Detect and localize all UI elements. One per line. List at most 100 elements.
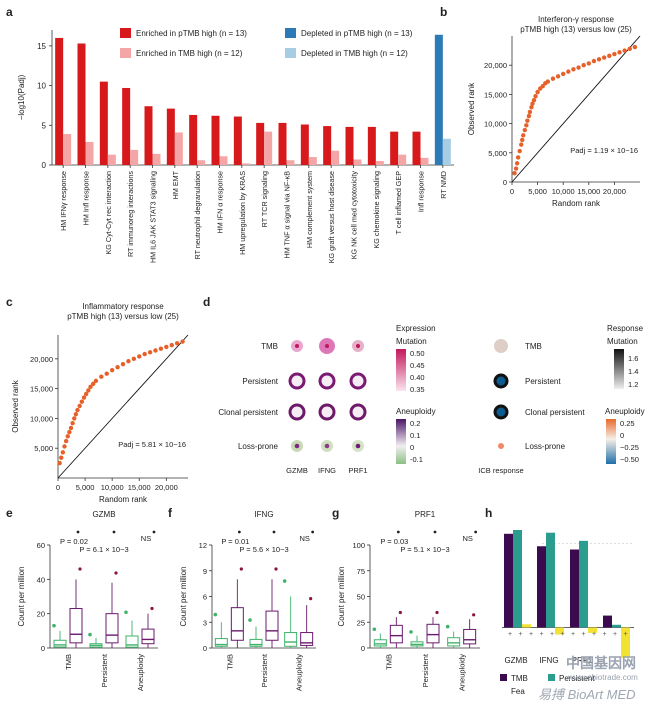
b-data-point — [525, 118, 530, 123]
f-significance-marker — [237, 530, 241, 534]
a-category-label: KG NK cell med cytotoxicity — [350, 171, 359, 260]
b-y-tick-label: 15,000 — [484, 90, 507, 99]
h-bar — [570, 549, 579, 628]
h-bar — [522, 624, 531, 628]
h-sign: + — [508, 631, 512, 638]
g-y-tick-label: 0 — [361, 644, 365, 653]
a-bar-tmb — [286, 160, 295, 165]
a-bar-tmb — [398, 154, 407, 165]
c-data-point — [57, 460, 62, 466]
f-box — [230, 607, 244, 641]
panel-letter-e: e — [6, 506, 13, 520]
g-significance-marker — [396, 530, 400, 534]
f-y-tick-label: 0 — [203, 644, 207, 653]
a-bar-tmb — [85, 141, 94, 165]
b-x-tick-label: 0 — [510, 187, 514, 196]
h-bar — [504, 533, 513, 628]
e-outlier — [114, 571, 118, 575]
g-y-tick-label: 75 — [357, 567, 365, 576]
h-sign: + — [613, 631, 617, 638]
d-dot — [288, 403, 306, 421]
c-data-point — [72, 416, 77, 421]
a-bar-tmb — [264, 131, 273, 165]
a-legend-label: Enriched in pTMB high (n = 13) — [136, 29, 247, 38]
c-padj-annotation: Padj = 5.81 × 10−16 — [118, 440, 186, 449]
d-right-col-label: ICB response — [478, 466, 523, 475]
e-y-tick-label: 60 — [37, 541, 45, 550]
a-y-tick-label: 5 — [42, 121, 47, 130]
h-sign: + — [623, 631, 627, 638]
h-bar — [621, 627, 630, 658]
c-data-point — [169, 342, 174, 348]
b-data-point — [622, 48, 627, 53]
d-right-legend-tick: 0 — [620, 431, 624, 440]
d-dot — [288, 372, 306, 390]
a-bar-ptmb — [412, 131, 421, 165]
e-stat-label: P = 6.1 × 10−3 — [79, 545, 128, 554]
e-category-label: TMB — [64, 654, 73, 670]
a-bar-tmb — [331, 150, 340, 165]
a-bar-tmb — [353, 159, 362, 165]
a-category-label: HM IFNγ response — [59, 171, 68, 231]
d-response-dot — [493, 404, 509, 420]
b-y-tick-label: 5,000 — [488, 149, 507, 158]
e-outlier — [78, 567, 82, 571]
g-y-axis-label: Count per million — [337, 566, 346, 626]
c-data-point — [60, 450, 66, 455]
a-category-label: HM EMT — [171, 170, 180, 199]
a-legend-swatch — [285, 48, 296, 58]
f-y-tick-label: 3 — [203, 618, 207, 627]
d-dot-center — [295, 344, 299, 348]
f-outlier — [248, 618, 252, 622]
a-category-label: T cell inflamed GEP — [394, 171, 403, 235]
d-legend-tick: 0 — [410, 443, 414, 452]
e-y-tick-label: 40 — [37, 575, 45, 584]
g-outlier — [409, 630, 413, 634]
a-bar-tmb — [107, 154, 116, 165]
panel-letter-d: d — [203, 295, 210, 309]
b-data-point — [607, 53, 612, 59]
b-data-point — [540, 84, 545, 89]
e-outlier — [52, 623, 56, 628]
d-right-legend-tick: 1.6 — [628, 354, 638, 363]
e-category-label: Persistent — [100, 653, 109, 687]
a-y-tick-label: 10 — [37, 82, 46, 91]
b-data-point — [531, 98, 537, 103]
e-outlier — [150, 606, 154, 611]
h-sign: + — [518, 631, 522, 638]
a-category-label: KG Cyt-Cyt rec interaction — [104, 171, 113, 254]
a-category-label: HM TNF α signal via NF-κB — [283, 171, 292, 259]
f-y-tick-label: 9 — [203, 567, 207, 576]
d-response-dot — [498, 443, 504, 449]
b-data-point — [520, 137, 525, 143]
d-right-legend-mutation-bar — [614, 349, 624, 389]
g-box — [447, 637, 461, 647]
c-data-point — [73, 412, 79, 417]
b-data-point — [581, 62, 586, 68]
g-box — [373, 639, 387, 647]
a-category-label: KG chemokine signaling — [372, 171, 381, 249]
b-data-point — [545, 79, 551, 84]
a-category-label: RT neutrophil degranulation — [193, 171, 202, 259]
g-significance-marker — [474, 530, 478, 534]
f-y-tick-label: 6 — [203, 593, 207, 602]
a-bar-tmb — [219, 156, 228, 165]
a-bar-ptmb — [278, 122, 287, 165]
a-y-tick-label: 0 — [42, 161, 47, 170]
g-box — [426, 623, 440, 644]
b-x-tick-label: 10,000 — [552, 187, 575, 196]
a-bar-ptmb — [144, 106, 153, 165]
panel-letter-h: h — [485, 506, 492, 520]
a-bar-ptmb — [189, 114, 198, 165]
b-data-point — [555, 74, 561, 79]
d-col-label: GZMB — [286, 466, 308, 475]
b-data-point — [561, 71, 566, 77]
d-dot — [349, 372, 367, 390]
d-right-row-label: Persistent — [525, 377, 561, 386]
d-right-legend-tick: 1.4 — [628, 367, 638, 376]
d-dot-center — [324, 443, 330, 449]
c-data-point — [180, 339, 185, 344]
b-y-tick-label: 0 — [503, 178, 507, 187]
c-data-point — [86, 388, 91, 393]
c-x-tick-label: 10,000 — [101, 483, 124, 492]
